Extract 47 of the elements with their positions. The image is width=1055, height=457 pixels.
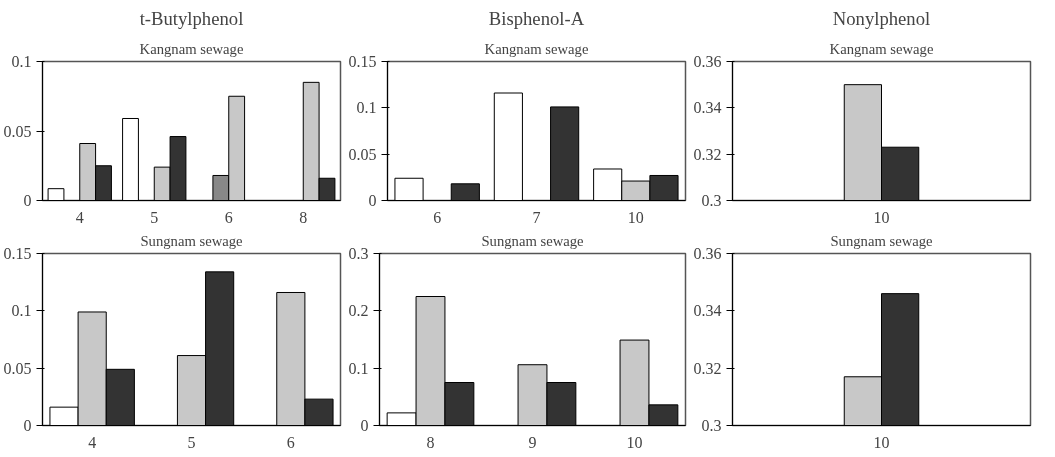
y-tick-label: 0 — [360, 417, 369, 434]
y-tick-label: 0.15 — [348, 53, 377, 70]
chart-title: Bisphenol-A — [488, 7, 585, 29]
x-tick-label: 8 — [426, 433, 435, 451]
y-tick-label: 0 — [368, 192, 377, 209]
chart-subtitle: Kangnam sewage — [484, 40, 589, 57]
y-tick-label: 0.1 — [11, 53, 32, 70]
y-tick-label: 0.34 — [693, 99, 722, 117]
y-tick-label: 0.15 — [3, 245, 32, 262]
y-tick-label: 0.1 — [356, 99, 377, 117]
x-tick-label: 5 — [150, 208, 159, 226]
y-tick-label: 0.36 — [693, 245, 722, 262]
y-tick-label: 0.2 — [348, 302, 369, 320]
y-tick-label: 0.32 — [693, 359, 722, 377]
y-tick-label: 0.36 — [693, 53, 722, 70]
y-tick-label: 0.05 — [3, 359, 32, 377]
y-tick-label: 0 — [23, 417, 32, 434]
x-tick-label: 6 — [433, 208, 442, 226]
x-tick-label: 8 — [299, 208, 308, 226]
y-tick-label: 0.32 — [693, 145, 722, 163]
y-tick-label: 0 — [23, 192, 32, 209]
y-tick-label: 0.1 — [11, 302, 32, 320]
chart-subtitle: Sungnam sewage — [140, 232, 243, 249]
x-tick-label: 7 — [532, 208, 541, 226]
chart-subtitle: Sungnam sewage — [481, 232, 584, 249]
x-tick-label: 6 — [224, 208, 233, 226]
y-tick-label: 0.3 — [701, 192, 722, 209]
x-tick-label: 4 — [75, 208, 84, 226]
y-tick-label: 0.1 — [348, 359, 369, 377]
x-tick-label: 5 — [187, 433, 196, 451]
chart-subtitle: Kangnam sewage — [139, 40, 244, 57]
y-tick-label: 0.34 — [693, 302, 722, 320]
x-tick-label: 10 — [626, 433, 643, 451]
y-tick-label: 0.3 — [348, 245, 369, 262]
y-tick-label: 0.05 — [3, 122, 32, 140]
chart-title: t-Butylphenol — [139, 7, 244, 29]
chart-subtitle: Sungnam sewage — [830, 232, 933, 249]
x-tick-label: 9 — [528, 433, 537, 451]
x-tick-label: 6 — [286, 433, 295, 451]
chart-title: Nonylphenol — [832, 7, 931, 29]
x-tick-label: 4 — [88, 433, 97, 451]
x-tick-label: 10 — [873, 433, 890, 451]
y-tick-label: 0.05 — [348, 145, 377, 163]
x-tick-label: 10 — [873, 208, 890, 226]
x-tick-label: 10 — [627, 208, 644, 226]
chart-subtitle: Kangnam sewage — [829, 40, 934, 57]
y-tick-label: 0.3 — [701, 417, 722, 434]
